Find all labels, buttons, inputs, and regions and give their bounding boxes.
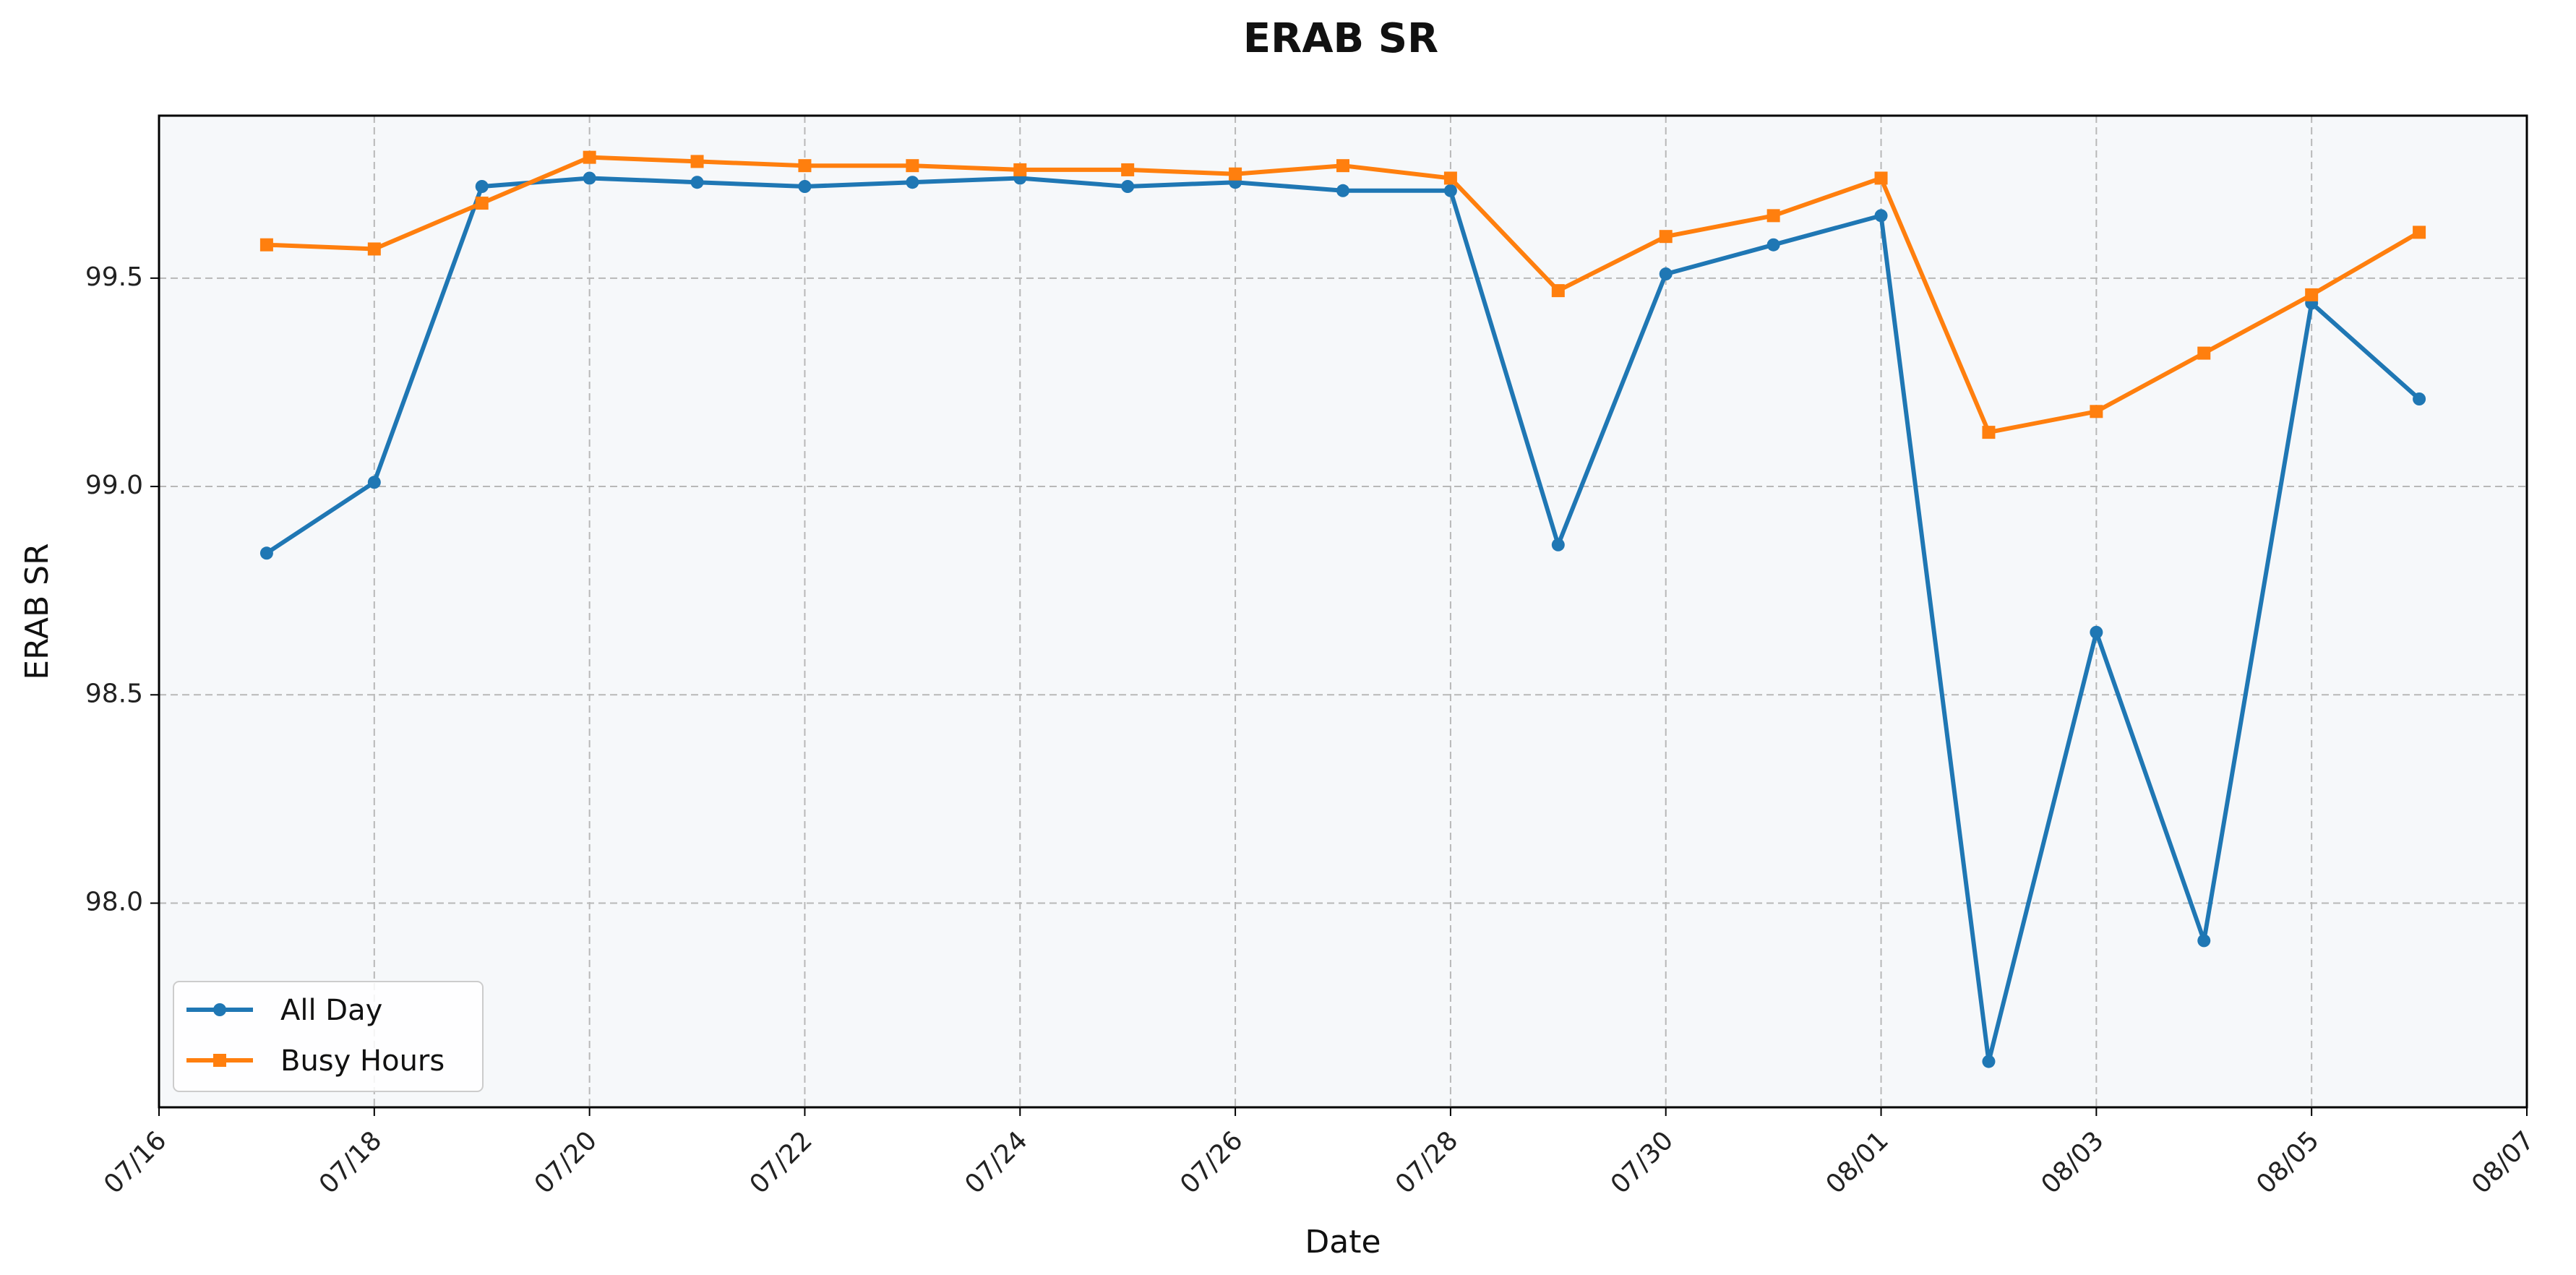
data-point-all-day (1982, 1055, 1996, 1068)
x-tick-label: 07/24 (959, 1125, 1033, 1199)
y-tick-label: 98.5 (85, 679, 143, 708)
series-all-day (259, 171, 2426, 1068)
data-point-busy-hours (2090, 405, 2103, 418)
x-tick-label: 08/07 (2466, 1125, 2540, 1199)
data-point-busy-hours (259, 238, 273, 252)
x-tick-label: 08/05 (2251, 1125, 2324, 1199)
data-point-busy-hours (1229, 167, 1242, 181)
x-tick-label: 07/22 (744, 1125, 818, 1199)
data-point-all-day (1121, 180, 1135, 193)
x-axis-ticks: 07/16 07/18 07/20 07/22 07/24 07/26 07/28 07/30… (98, 1107, 2540, 1200)
grid-lines (158, 116, 2528, 1107)
data-point-busy-hours (1121, 163, 1135, 176)
data-point-all-day (1443, 184, 1457, 197)
data-point-busy-hours (2305, 288, 2319, 301)
data-point-busy-hours (1551, 284, 1565, 298)
data-point-busy-hours (367, 242, 381, 256)
data-point-all-day (1766, 238, 1780, 252)
data-point-busy-hours (1013, 163, 1027, 176)
legend-marker-busy-hours (213, 1054, 226, 1067)
x-tick-label: 07/16 (98, 1125, 172, 1199)
data-point-busy-hours (1982, 426, 1996, 439)
data-point-all-day (2090, 625, 2103, 639)
legend-label-all-day: All Day (280, 994, 382, 1027)
data-point-busy-hours (1659, 230, 1673, 244)
data-point-busy-hours (583, 150, 596, 164)
plot-frame (158, 114, 2528, 1109)
x-tick-label: 07/26 (1175, 1125, 1248, 1199)
plot-area (159, 116, 2527, 1107)
data-point-busy-hours (1766, 209, 1780, 223)
data-point-all-day (475, 180, 489, 193)
x-tick-label: 07/20 (529, 1125, 603, 1199)
x-tick-label: 08/01 (1821, 1125, 1894, 1199)
data-point-busy-hours (906, 159, 919, 173)
data-point-busy-hours (1874, 171, 1888, 185)
series-layer (259, 150, 2426, 1068)
data-point-all-day (2413, 392, 2426, 405)
data-point-busy-hours (2413, 226, 2426, 239)
data-point-all-day (690, 176, 704, 189)
data-point-all-day (583, 171, 596, 185)
data-point-all-day (2197, 934, 2211, 948)
legend-marker-all-day (213, 1003, 226, 1016)
data-point-all-day (906, 176, 919, 189)
series-busy-hours (259, 150, 2426, 439)
y-tick-label: 98.0 (85, 888, 143, 917)
x-axis-title: Date (1305, 1224, 1381, 1261)
data-point-busy-hours (1336, 159, 1349, 173)
data-point-busy-hours (798, 159, 812, 173)
legend-entry-busy-hours: Busy Hours (186, 1044, 445, 1078)
data-point-busy-hours (2197, 346, 2211, 360)
data-point-all-day (1336, 184, 1349, 197)
data-point-busy-hours (1443, 171, 1457, 185)
y-tick-label: 99.5 (85, 262, 143, 292)
y-axis-ticks: 98.0 98.5 99.0 99.5 (85, 262, 159, 917)
x-tick-label: 08/03 (2035, 1125, 2109, 1199)
data-point-all-day (367, 476, 381, 489)
x-tick-label: 07/30 (1605, 1125, 1679, 1199)
y-tick-label: 99.0 (85, 471, 143, 500)
data-point-all-day (798, 180, 812, 193)
data-point-all-day (1551, 538, 1565, 551)
legend-entry-all-day: All Day (186, 994, 382, 1027)
x-tick-label: 07/18 (314, 1125, 387, 1199)
data-point-all-day (259, 546, 273, 560)
data-point-busy-hours (690, 155, 704, 168)
legend-label-busy-hours: Busy Hours (280, 1044, 445, 1078)
data-point-all-day (1874, 209, 1888, 223)
y-axis-title: ERAB SR (19, 543, 56, 679)
chart-title: ERAB SR (1243, 15, 1438, 62)
data-point-busy-hours (475, 197, 489, 210)
data-point-all-day (1659, 267, 1673, 281)
legend: All Day Busy Hours (173, 981, 484, 1092)
x-tick-label: 07/28 (1390, 1125, 1464, 1199)
